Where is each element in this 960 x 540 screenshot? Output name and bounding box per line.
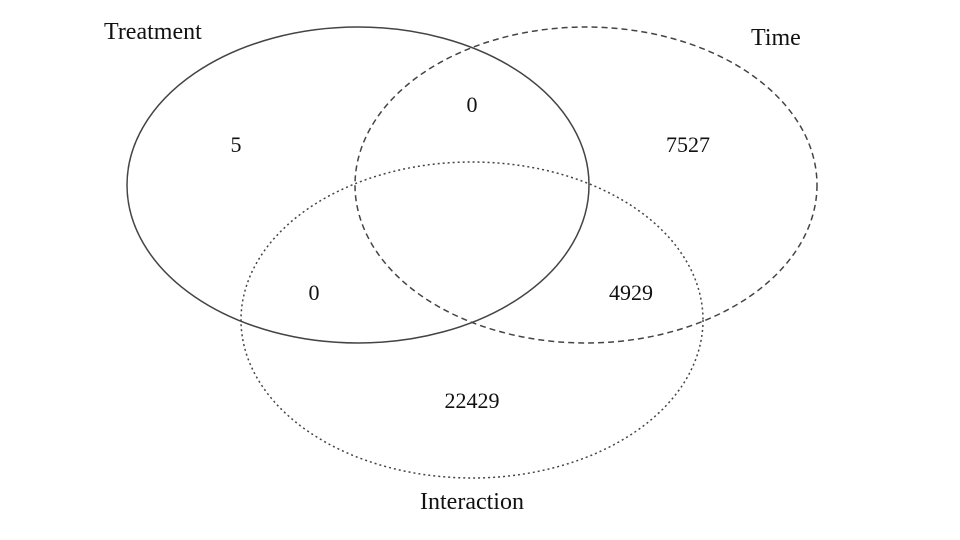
region-time-only-count: 7527 — [666, 132, 710, 157]
region-interaction-only-count: 22429 — [445, 388, 500, 413]
region-treatment-time-count: 0 — [467, 92, 478, 117]
region-time-interaction-count: 4929 — [609, 280, 653, 305]
interaction-set-ellipse — [240, 161, 704, 479]
region-treatment-interaction-count: 0 — [309, 280, 320, 305]
treatment-set-label: Treatment — [104, 19, 202, 45]
interaction-set-label: Interaction — [420, 489, 524, 515]
time-set-label: Time — [751, 25, 801, 51]
treatment-set-ellipse — [126, 26, 590, 344]
region-treatment-only-count: 5 — [231, 132, 242, 157]
time-set-ellipse — [354, 26, 818, 344]
